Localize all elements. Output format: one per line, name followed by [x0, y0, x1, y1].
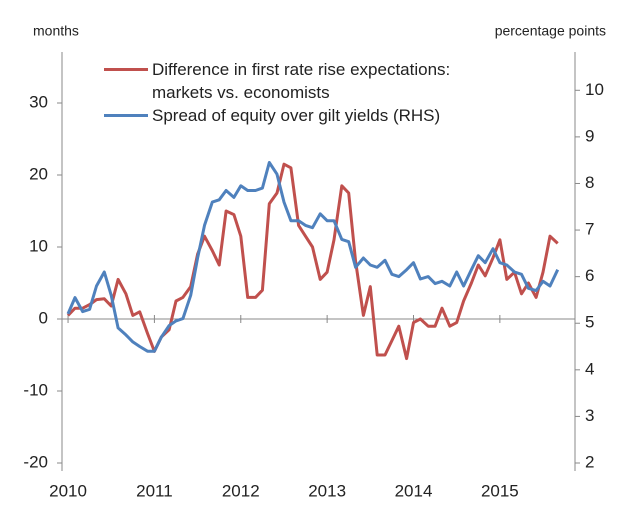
- x-tick-label: 2011: [136, 481, 173, 500]
- x-tick-label: 2010: [49, 481, 87, 500]
- legend-swatch: [104, 68, 148, 71]
- y2-tick-label: 3: [585, 406, 594, 425]
- y-tick-label: -20: [23, 452, 48, 471]
- x-tick-label: 2012: [222, 481, 260, 500]
- y2-tick-label: 9: [585, 126, 594, 145]
- y2-tick-label: 6: [585, 266, 594, 285]
- y2-tick-label: 7: [585, 220, 594, 239]
- legend-swatch: [104, 114, 148, 117]
- legend-label: Difference in first rate rise expectatio…: [152, 60, 451, 102]
- series-line: [66, 162, 559, 361]
- x-tick-label: 2015: [481, 481, 519, 500]
- legend-entry: Spread of equity over gilt yields (RHS): [104, 104, 504, 127]
- y2-tick-label: 2: [585, 452, 594, 471]
- y2-axis-label: percentage points: [495, 23, 606, 39]
- y2-tick-label: 10: [585, 80, 604, 99]
- y2-tick-label: 5: [585, 313, 594, 332]
- legend-entry: Difference in first rate rise expectatio…: [104, 58, 504, 104]
- y-axis-label: months: [33, 23, 79, 39]
- legend: Difference in first rate rise expectatio…: [104, 58, 504, 127]
- x-tick-label: 2013: [308, 481, 346, 500]
- y2-tick-label: 8: [585, 173, 594, 192]
- y-tick-label: 30: [29, 92, 48, 111]
- y-tick-label: 0: [39, 308, 48, 327]
- y-tick-label: -10: [23, 380, 48, 399]
- y2-tick-label: 4: [585, 359, 594, 378]
- x-tick-label: 2014: [395, 481, 433, 500]
- y-tick-label: 20: [29, 164, 48, 183]
- legend-label: Spread of equity over gilt yields (RHS): [152, 106, 441, 125]
- y-tick-label: 10: [29, 236, 48, 255]
- series-line: [66, 161, 560, 353]
